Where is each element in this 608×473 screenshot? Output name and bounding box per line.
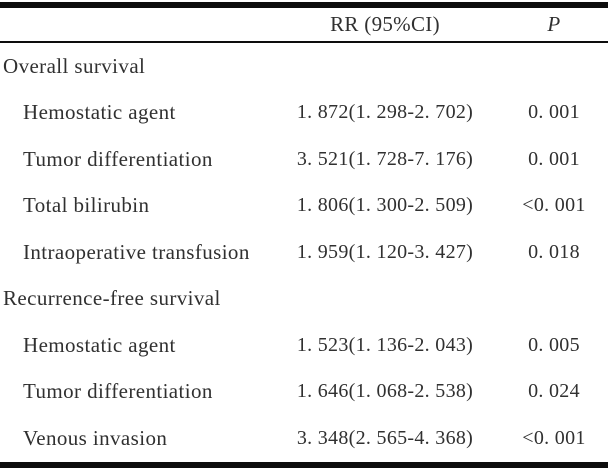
row-label: Hemostatic agent xyxy=(23,100,176,125)
row-rr-value: 1. 806(1. 300-2. 509) xyxy=(296,194,474,217)
table-row: Intraoperative transfusion 1. 959(1. 120… xyxy=(0,229,608,276)
row-label: Total bilirubin xyxy=(23,193,150,218)
section-header-row: Overall survival xyxy=(0,43,608,90)
row-rr-value: 1. 523(1. 136-2. 043) xyxy=(296,333,474,356)
row-p-value: 0. 001 xyxy=(528,147,580,170)
row-rr-value: 1. 959(1. 120-3. 427) xyxy=(296,240,474,263)
table-row: Tumor differentiation 1. 646(1. 068-2. 5… xyxy=(0,369,608,416)
row-label: Tumor differentiation xyxy=(23,379,213,404)
table-bottom-rule xyxy=(0,461,608,468)
row-p-value: <0. 001 xyxy=(522,194,586,217)
row-p-value: 0. 005 xyxy=(528,333,580,356)
table-header-row: RR (95%CI) P xyxy=(0,8,608,41)
table-row: Hemostatic agent 1. 872(1. 298-2. 702) 0… xyxy=(0,90,608,137)
row-p-value: <0. 001 xyxy=(522,426,586,449)
section-title: Overall survival xyxy=(3,53,146,78)
section-title: Recurrence-free survival xyxy=(3,286,221,311)
column-header-p-value: P xyxy=(547,12,561,36)
table-row: Hemostatic agent 1. 523(1. 136-2. 043) 0… xyxy=(0,322,608,369)
row-p-value: 0. 018 xyxy=(528,240,580,263)
section-header-row: Recurrence-free survival xyxy=(0,276,608,323)
row-label: Venous invasion xyxy=(23,425,168,450)
table-row: Venous invasion 3. 348(2. 565-4. 368) <0… xyxy=(0,415,608,462)
row-label: Intraoperative transfusion xyxy=(23,239,250,264)
table-row: Total bilirubin 1. 806(1. 300-2. 509) <0… xyxy=(0,183,608,230)
row-label: Hemostatic agent xyxy=(23,332,176,357)
table-header-rule xyxy=(0,41,608,43)
table-row: Tumor differentiation 3. 521(1. 728-7. 1… xyxy=(0,136,608,183)
row-rr-value: 3. 348(2. 565-4. 368) xyxy=(296,426,474,449)
row-p-value: 0. 024 xyxy=(528,380,580,403)
column-header-rr-95ci: RR (95%CI) xyxy=(330,12,440,36)
row-rr-value: 1. 646(1. 068-2. 538) xyxy=(296,380,474,403)
row-label: Tumor differentiation xyxy=(23,146,213,171)
row-p-value: 0. 001 xyxy=(528,101,580,124)
row-rr-value: 3. 521(1. 728-7. 176) xyxy=(296,147,474,170)
table-top-rule xyxy=(0,2,608,8)
row-rr-value: 1. 872(1. 298-2. 702) xyxy=(296,101,474,124)
